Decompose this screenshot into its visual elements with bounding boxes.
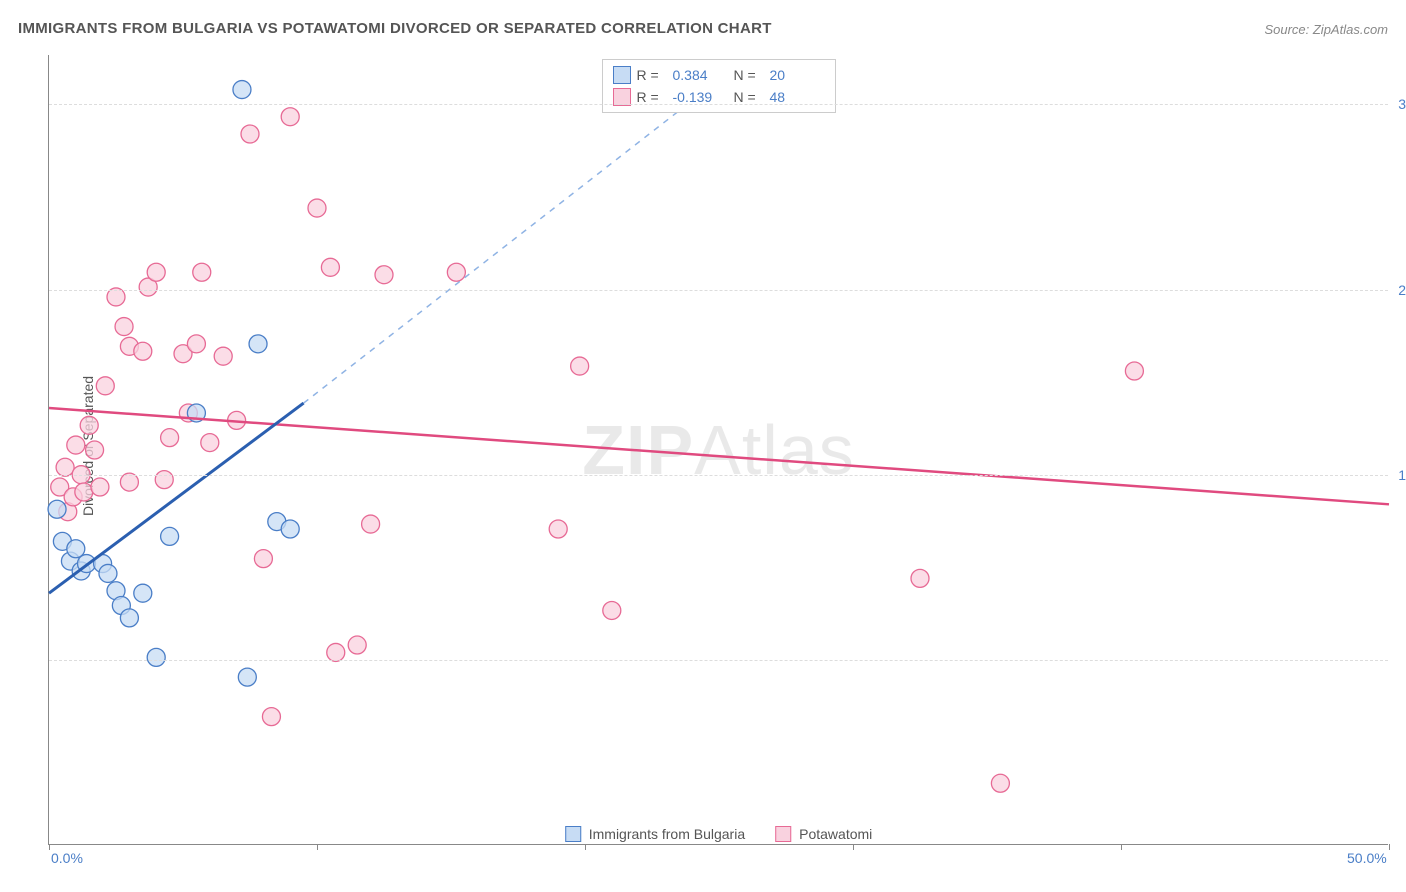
gridline-horizontal: [49, 104, 1388, 105]
scatter-point: [75, 483, 93, 501]
scatter-point: [348, 636, 366, 654]
scatter-point: [238, 668, 256, 686]
scatter-point: [281, 520, 299, 538]
scatter-point: [254, 550, 272, 568]
legend-n-label: N =: [734, 89, 764, 105]
scatter-point: [262, 708, 280, 726]
x-tick: [317, 844, 318, 850]
trend-line: [304, 80, 719, 403]
scatter-point: [86, 441, 104, 459]
scatter-point: [99, 564, 117, 582]
swatch-pink-icon: [775, 826, 791, 842]
scatter-point: [107, 288, 125, 306]
scatter-point: [48, 500, 66, 518]
scatter-point: [362, 515, 380, 533]
swatch-pink-icon: [613, 88, 631, 106]
x-tick: [49, 844, 50, 850]
legend-item-label: Potawatomi: [799, 826, 872, 842]
scatter-point: [241, 125, 259, 143]
scatter-point: [96, 377, 114, 395]
legend-n-value-a: 20: [770, 67, 825, 83]
scatter-point: [193, 263, 211, 281]
scatter-point: [147, 263, 165, 281]
scatter-point: [155, 471, 173, 489]
x-tick: [585, 844, 586, 850]
x-tick-label: 50.0%: [1347, 850, 1387, 866]
scatter-point: [56, 458, 74, 476]
x-tick: [1389, 844, 1390, 850]
scatter-point: [549, 520, 567, 538]
scatter-svg: [49, 55, 1388, 844]
scatter-point: [134, 342, 152, 360]
scatter-point: [603, 601, 621, 619]
y-tick-label: 30.0%: [1398, 96, 1406, 112]
scatter-point: [571, 357, 589, 375]
scatter-point: [911, 569, 929, 587]
scatter-point: [120, 473, 138, 491]
scatter-point: [447, 263, 465, 281]
scatter-point: [249, 335, 267, 353]
scatter-point: [147, 648, 165, 666]
scatter-point: [161, 429, 179, 447]
scatter-point: [214, 347, 232, 365]
legend-r-label: R =: [637, 89, 667, 105]
legend-item-label: Immigrants from Bulgaria: [589, 826, 745, 842]
scatter-point: [991, 774, 1009, 792]
x-tick: [853, 844, 854, 850]
series-legend: Immigrants from Bulgaria Potawatomi: [555, 826, 883, 842]
x-tick-label: 0.0%: [51, 850, 83, 866]
scatter-point: [161, 527, 179, 545]
scatter-point: [201, 434, 219, 452]
legend-row-series-a: R = 0.384 N = 20: [613, 64, 825, 86]
y-tick-label: 22.5%: [1398, 282, 1406, 298]
gridline-horizontal: [49, 290, 1388, 291]
scatter-point: [91, 478, 109, 496]
scatter-point: [80, 416, 98, 434]
legend-n-label: N =: [734, 67, 764, 83]
scatter-point: [134, 584, 152, 602]
scatter-point: [321, 258, 339, 276]
legend-item-series-a: Immigrants from Bulgaria: [565, 826, 745, 842]
swatch-blue-icon: [613, 66, 631, 84]
x-tick: [1121, 844, 1122, 850]
source-attribution: Source: ZipAtlas.com: [1264, 22, 1388, 37]
trend-line: [49, 408, 1389, 504]
legend-r-label: R =: [637, 67, 667, 83]
legend-r-value-a: 0.384: [673, 67, 728, 83]
scatter-point: [375, 266, 393, 284]
scatter-point: [1125, 362, 1143, 380]
gridline-horizontal: [49, 660, 1388, 661]
scatter-point: [233, 81, 251, 99]
scatter-point: [327, 643, 345, 661]
swatch-blue-icon: [565, 826, 581, 842]
scatter-point: [308, 199, 326, 217]
plot-area: ZIPAtlas R = 0.384 N = 20 R = -0.139 N =…: [48, 55, 1388, 845]
chart-title: IMMIGRANTS FROM BULGARIA VS POTAWATOMI D…: [18, 20, 772, 37]
legend-item-series-b: Potawatomi: [775, 826, 872, 842]
scatter-point: [120, 609, 138, 627]
scatter-point: [281, 108, 299, 126]
scatter-point: [115, 318, 133, 336]
y-tick-label: 15.0%: [1398, 467, 1406, 483]
legend-n-value-b: 48: [770, 89, 825, 105]
scatter-point: [67, 436, 85, 454]
gridline-horizontal: [49, 475, 1388, 476]
scatter-point: [187, 335, 205, 353]
legend-r-value-b: -0.139: [673, 89, 728, 105]
